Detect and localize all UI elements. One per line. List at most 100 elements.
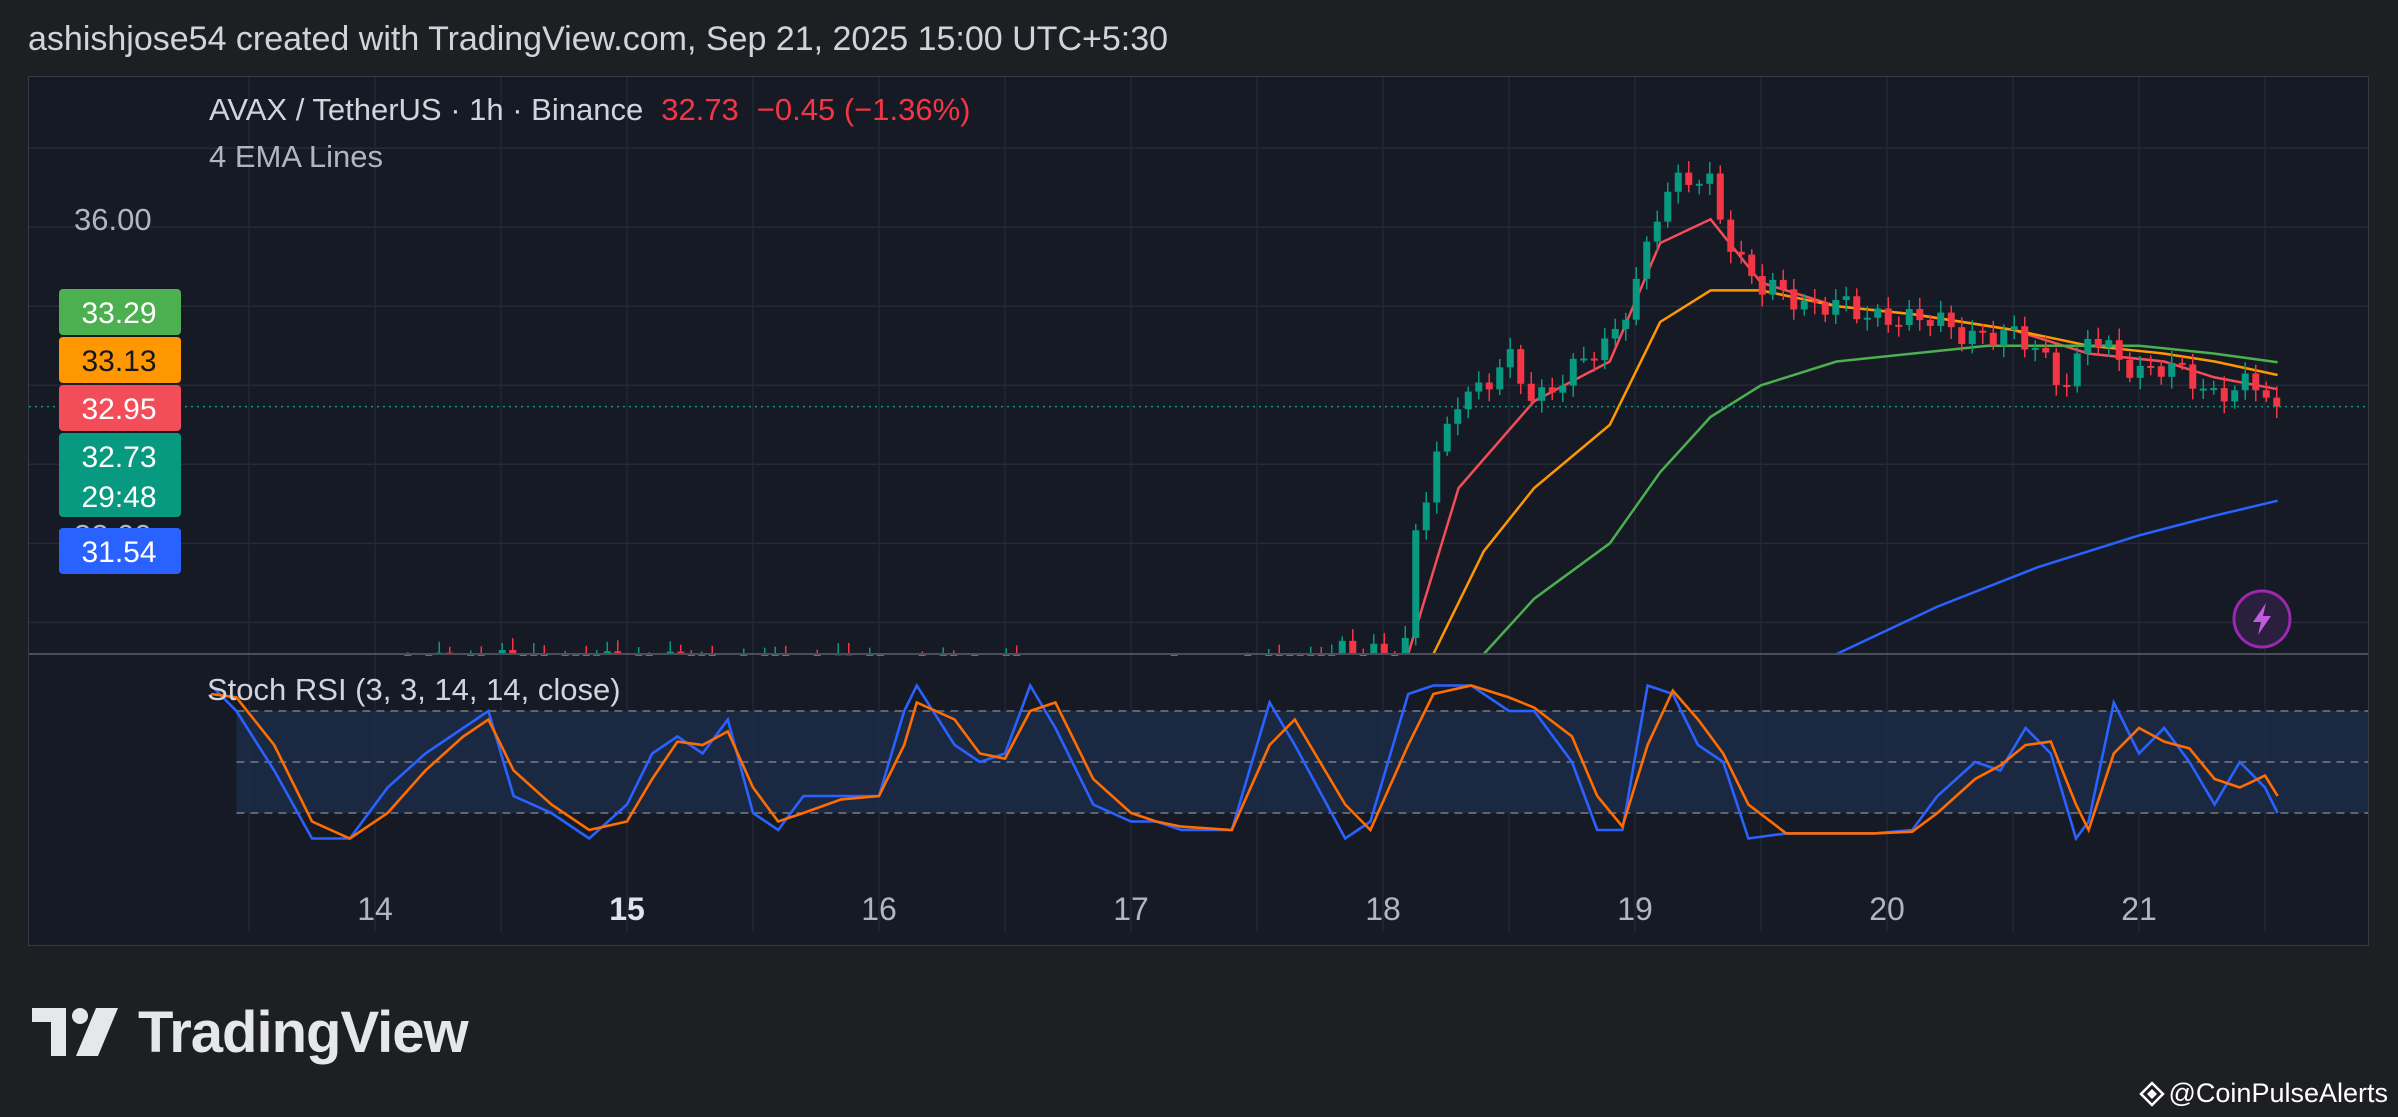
candle (1601, 328, 1609, 370)
price-badge-label: 32.73 (81, 441, 156, 474)
candle (2115, 328, 2123, 371)
price-badge: 32.95 (59, 385, 181, 431)
candle (593, 649, 601, 656)
candle (677, 644, 685, 654)
candle (1832, 289, 1840, 325)
candle (1884, 296, 1892, 333)
candle (1454, 397, 1462, 436)
candle (1706, 161, 1714, 195)
candle (2147, 355, 2155, 376)
candle (1769, 272, 1777, 301)
lightning-icon[interactable] (2232, 589, 2292, 649)
price-badge: 33.13 (59, 337, 181, 383)
candle (1548, 377, 1556, 401)
candle (1926, 315, 1934, 337)
candle (2105, 335, 2113, 357)
tradingview-logo[interactable]: TradingView (32, 1000, 469, 1065)
chart-panel[interactable]: AVAX / TetherUS · 1h · Binance 32.73 −0.… (28, 76, 2369, 946)
ema-line-2 (1432, 289, 2278, 655)
candle (1748, 249, 1756, 284)
x-axis-tick: 14 (357, 891, 393, 927)
candle (1485, 373, 1493, 402)
candle (1569, 353, 1577, 397)
x-axis-tick: 19 (1617, 891, 1653, 927)
x-axis-tick: 17 (1113, 891, 1149, 927)
candle (1664, 182, 1672, 228)
ema-line-3 (1482, 344, 2278, 655)
candle (1821, 296, 1829, 323)
candle (1464, 386, 1472, 419)
price-badge: 31.54 (59, 528, 181, 574)
candle (2063, 373, 2071, 397)
candle (1443, 416, 1451, 456)
candle (1811, 288, 1819, 315)
price-badge-label: 31.54 (81, 536, 156, 569)
candle (1937, 300, 1945, 333)
candle (1863, 306, 1871, 331)
candle (1643, 236, 1651, 290)
stoch-k-line (210, 682, 2279, 842)
candle (1716, 165, 1724, 224)
candle (1895, 316, 1903, 337)
candle (1611, 318, 1619, 347)
candle (1916, 297, 1924, 331)
candle (2031, 340, 2039, 362)
candle (2241, 362, 2249, 400)
ema-line-1 (1407, 217, 2278, 655)
tradingview-logo-icon (32, 1008, 118, 1056)
candle (2199, 378, 2207, 399)
candle (2042, 336, 2050, 359)
candle (1779, 269, 1787, 300)
candle (1800, 294, 1808, 316)
candle (603, 641, 611, 654)
candle (614, 640, 622, 654)
stoch-d-line (211, 684, 2279, 840)
candle (2052, 348, 2060, 396)
candle (1989, 320, 1997, 351)
candle (1517, 344, 1525, 395)
candle (1947, 305, 1955, 340)
candle (2084, 330, 2092, 366)
candle (1853, 288, 1861, 324)
candle (2021, 316, 2029, 358)
oscillator-title[interactable]: Stoch RSI (3, 3, 14, 14, close) (207, 672, 621, 707)
candle (1349, 629, 1357, 654)
candle (1496, 358, 1504, 395)
candle (1380, 632, 1388, 654)
candle (498, 642, 506, 654)
candle (1632, 267, 1640, 326)
candle (1590, 351, 1598, 372)
candle (1695, 179, 1703, 195)
price-badge-label: 33.29 (81, 297, 156, 330)
x-axis-tick: 15 (609, 891, 645, 927)
candle (2220, 376, 2228, 414)
candle (435, 641, 443, 655)
legend-indicator[interactable]: 4 EMA Lines (209, 139, 383, 174)
candle (1979, 324, 1987, 345)
candle (2010, 315, 2018, 340)
candle (1506, 337, 1514, 378)
candle (1674, 164, 1682, 204)
chart-canvas[interactable]: AVAX / TetherUS · 1h · Binance 32.73 −0.… (29, 77, 2369, 946)
candle (1874, 304, 1882, 327)
candle (2136, 356, 2144, 390)
candle (2073, 344, 2081, 393)
candle (2252, 364, 2260, 402)
price-badge: 32.73 29:48 (59, 433, 181, 517)
legend-symbol[interactable]: AVAX / TetherUS · 1h · Binance (209, 92, 643, 127)
x-axis-tick: 18 (1365, 891, 1401, 927)
price-badge-label: 33.13 (81, 345, 156, 378)
candle (1412, 523, 1420, 646)
candle (1622, 312, 1630, 341)
candle (1790, 278, 1798, 320)
candle (1968, 320, 1976, 354)
candle (2231, 385, 2239, 409)
candle (1685, 161, 1693, 193)
candle (2262, 381, 2270, 402)
countdown-label: 29:48 (81, 481, 156, 514)
candle (1580, 346, 1588, 364)
candle (2094, 327, 2102, 355)
candle (1422, 492, 1430, 540)
candle (1338, 636, 1346, 654)
chart-header: ashishjose54 created with TradingView.co… (28, 20, 1169, 58)
